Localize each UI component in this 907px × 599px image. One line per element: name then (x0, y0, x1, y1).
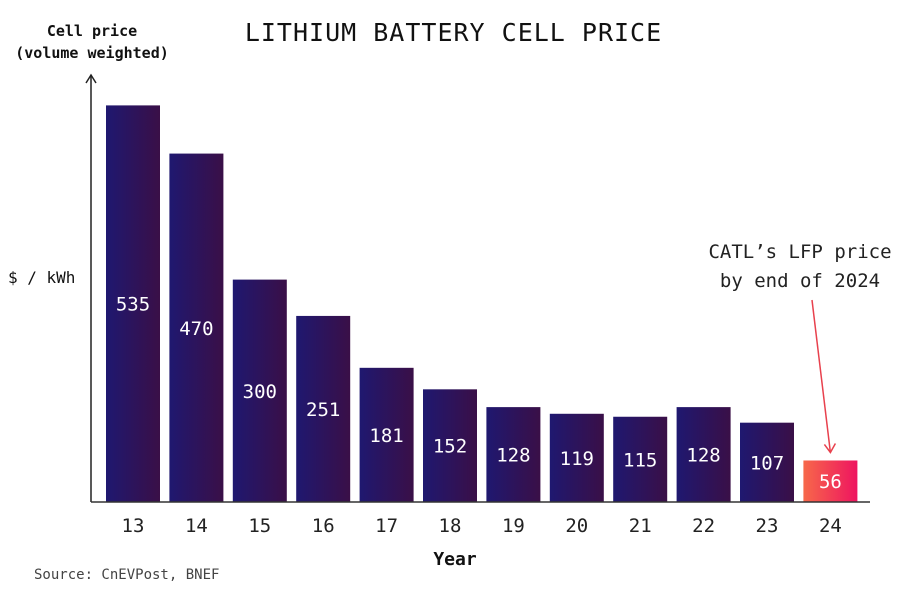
bar (486, 407, 541, 502)
y-axis-label: Cell price (volume weighted) (0, 20, 184, 64)
data-label: 56 (819, 471, 842, 493)
x-tick-label: 16 (312, 515, 335, 537)
x-tick-label: 21 (629, 515, 652, 537)
bar (359, 367, 414, 502)
data-label: 251 (306, 399, 340, 421)
x-tick-label: 14 (185, 515, 208, 537)
annotation-line: by end of 2024 (719, 270, 881, 292)
bar (296, 315, 351, 502)
data-label: 181 (369, 425, 403, 447)
data-label: 535 (116, 294, 150, 316)
x-tick-label: 22 (692, 515, 715, 537)
source-note: Source: CnEVPost, BNEF (34, 567, 220, 583)
x-tick-label: 24 (819, 515, 842, 537)
data-label: 300 (243, 381, 277, 403)
data-label: 107 (750, 452, 784, 474)
bar (803, 460, 858, 502)
x-axis-label: Year (433, 549, 477, 570)
data-label: 470 (179, 318, 213, 340)
data-label: 152 (433, 436, 467, 458)
x-tick-label: 19 (502, 515, 525, 537)
annotation-line: CATL’s LFP price (708, 241, 892, 263)
arrowhead-icon (823, 443, 837, 454)
x-tick-label: 15 (248, 515, 271, 537)
bar (169, 153, 224, 502)
y-axis-label-line: (volume weighted) (15, 44, 169, 62)
y-axis-arrow-icon (85, 73, 97, 84)
bar (740, 422, 794, 502)
bar (549, 413, 604, 502)
bar (106, 105, 160, 502)
bar (676, 407, 731, 502)
data-label: 128 (686, 445, 720, 467)
x-tick-label: 23 (756, 515, 779, 537)
x-tick-label: 13 (122, 515, 145, 537)
chart-title: LITHIUM BATTERY CELL PRICE (244, 18, 663, 47)
data-label: 119 (560, 448, 594, 470)
x-tick-label: 18 (439, 515, 462, 537)
x-tick-label: 17 (375, 515, 398, 537)
x-tick-label: 20 (565, 515, 588, 537)
annotation: CATL’s LFP price by end of 2024 (690, 238, 907, 296)
data-label: 115 (623, 449, 657, 471)
annotation-arrow (811, 299, 832, 453)
bar (232, 279, 287, 502)
y-axis-unit: $ / kWh (8, 268, 76, 287)
y-axis-label-line: Cell price (46, 22, 138, 40)
data-label: 128 (496, 445, 530, 467)
bar (423, 389, 477, 502)
bar (613, 416, 668, 502)
